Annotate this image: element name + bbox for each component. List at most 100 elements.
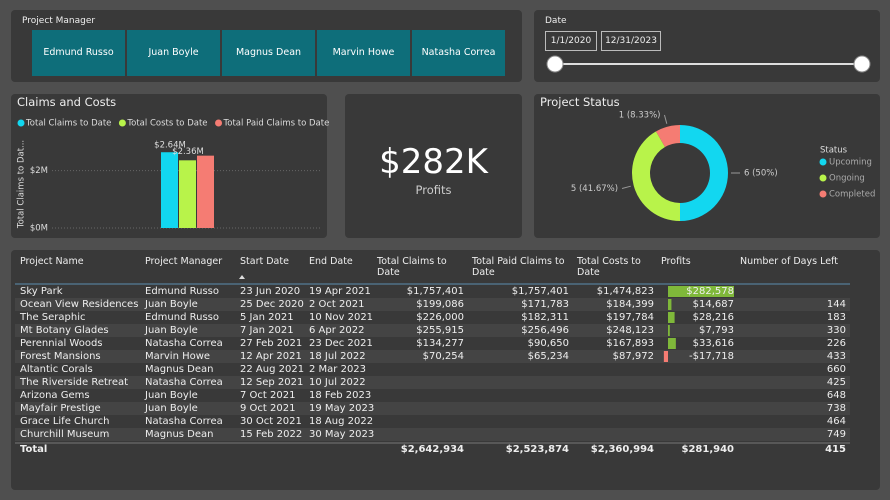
table-cell: Altantic Corals	[20, 364, 93, 375]
column-header[interactable]: Total Paid Claims to Date	[472, 256, 565, 278]
profit-bar	[668, 338, 676, 349]
table-cell: 433	[826, 351, 846, 362]
slicer-title: Project Manager	[22, 16, 96, 26]
table-cell: $182,311	[521, 312, 569, 323]
table-cell: $65,234	[527, 351, 569, 362]
table-cell: 10 Nov 2021	[309, 312, 374, 323]
donut-slice	[680, 125, 728, 221]
column-header[interactable]: Total Claims to Date	[377, 256, 447, 278]
table-cell: Natasha Correa	[145, 416, 223, 427]
column-header[interactable]: Number of Days Left	[740, 256, 838, 267]
table-cell: The Seraphic	[20, 312, 86, 323]
y-axis-label: Total Claims to Dat...	[17, 140, 27, 229]
table-cell: Edmund Russo	[145, 286, 219, 297]
legend-title: Status	[820, 146, 848, 156]
table-cell: 5 Jan 2021	[240, 312, 294, 323]
column-header[interactable]: End Date	[309, 256, 353, 267]
table-cell: $1,474,823	[596, 286, 654, 297]
table-cell: Total	[20, 444, 48, 455]
value-label: $2.64M	[154, 141, 186, 151]
table-cell: Marvin Howe	[145, 351, 211, 362]
table-cell: 12 Apr 2021	[240, 351, 302, 362]
slicer-title: Date	[545, 16, 567, 26]
table-cell: $282,578	[686, 286, 734, 297]
table-cell: 425	[826, 377, 846, 388]
legend-label: Total Claims to Date	[25, 119, 111, 129]
date-box[interactable]: 1/1/2020	[545, 31, 597, 51]
table-cell: $90,650	[527, 338, 569, 349]
table-cell: 2 Mar 2023	[309, 364, 367, 375]
legend-marker	[819, 158, 827, 166]
table-cell: Juan Boyle	[145, 325, 198, 336]
table-cell: 12 Sep 2021	[240, 377, 304, 388]
table-cell: Churchill Museum	[20, 429, 110, 440]
kpi-label: Profits	[415, 183, 452, 197]
table-cell: 19 Apr 2021	[309, 286, 371, 297]
table-cell: Juan Boyle	[145, 403, 198, 414]
slicer-button[interactable]: Edmund Russo	[32, 30, 125, 76]
date-box[interactable]: 12/31/2023	[601, 31, 661, 51]
table-cell: Juan Boyle	[145, 390, 198, 401]
slicer-button[interactable]: Juan Boyle	[127, 30, 220, 76]
column-header[interactable]: Total Costs to Date	[577, 256, 641, 278]
table-cell: 2 Oct 2021	[309, 299, 365, 310]
y-tick-label: $2M	[30, 166, 48, 176]
table-cell: $70,254	[422, 351, 464, 362]
value-label: $2.36M	[172, 147, 204, 157]
table-cell: Perennial Woods	[20, 338, 103, 349]
table-cell: $2,523,874	[505, 444, 569, 455]
table-cell: 6 Apr 2022	[309, 325, 365, 336]
bar	[197, 155, 214, 228]
row-shade	[15, 376, 850, 389]
column-header[interactable]: Project Name	[20, 256, 84, 267]
row-shade	[15, 350, 850, 363]
legend-label: Total Paid Claims to Date	[223, 119, 330, 129]
row-shade	[15, 402, 850, 415]
table-cell: 30 Oct 2021	[240, 416, 302, 427]
column-header[interactable]: Project Manager	[145, 256, 223, 267]
table-cell: $167,893	[606, 338, 654, 349]
legend-label: Ongoing	[829, 174, 865, 184]
donut-label: 6 (50%)	[744, 169, 778, 179]
donut-slice	[632, 131, 680, 221]
table-cell: 144	[826, 299, 846, 310]
table-cell: 18 Feb 2023	[309, 390, 372, 401]
table-cell: 330	[826, 325, 846, 336]
table-cell: 738	[826, 403, 846, 414]
table-cell: $255,915	[416, 325, 464, 336]
table-cell: Arizona Gems	[20, 390, 90, 401]
slicer-button[interactable]: Marvin Howe	[317, 30, 410, 76]
slider-handle[interactable]	[853, 55, 871, 73]
row-shade	[15, 428, 850, 441]
table-cell: 464	[826, 416, 846, 427]
slider-handle[interactable]	[546, 55, 564, 73]
column-header[interactable]: Start Date	[240, 256, 289, 267]
table-cell: 7 Oct 2021	[240, 390, 296, 401]
date-slicer-panel	[534, 10, 880, 82]
leader-line	[663, 114, 668, 124]
slicer-button[interactable]: Natasha Correa	[412, 30, 505, 76]
table-cell: 660	[826, 364, 846, 375]
table-cell: $248,123	[606, 325, 654, 336]
column-header[interactable]: Profits	[661, 256, 691, 267]
profit-bar	[668, 299, 672, 310]
legend-marker	[118, 119, 126, 127]
table-cell: $1,757,401	[406, 286, 464, 297]
table-cell: Grace Life Church	[20, 416, 110, 427]
table-cell: $14,687	[692, 299, 734, 310]
bar	[161, 152, 178, 228]
kpi-value: $282K	[379, 142, 488, 182]
legend-label: Completed	[829, 190, 875, 200]
donut-label: 5 (41.67%)	[571, 184, 618, 194]
table-cell: 18 Jul 2022	[309, 351, 366, 362]
row-shade	[15, 298, 850, 311]
table-panel	[11, 250, 880, 490]
table-cell: $184,399	[606, 299, 654, 310]
row-shade	[15, 324, 850, 337]
sort-arrow[interactable]	[239, 275, 245, 279]
table-cell: $87,972	[612, 351, 654, 362]
slicer-button[interactable]: Magnus Dean	[222, 30, 315, 76]
table-cell: 7 Jan 2021	[240, 325, 294, 336]
table-cell: $28,216	[692, 312, 734, 323]
